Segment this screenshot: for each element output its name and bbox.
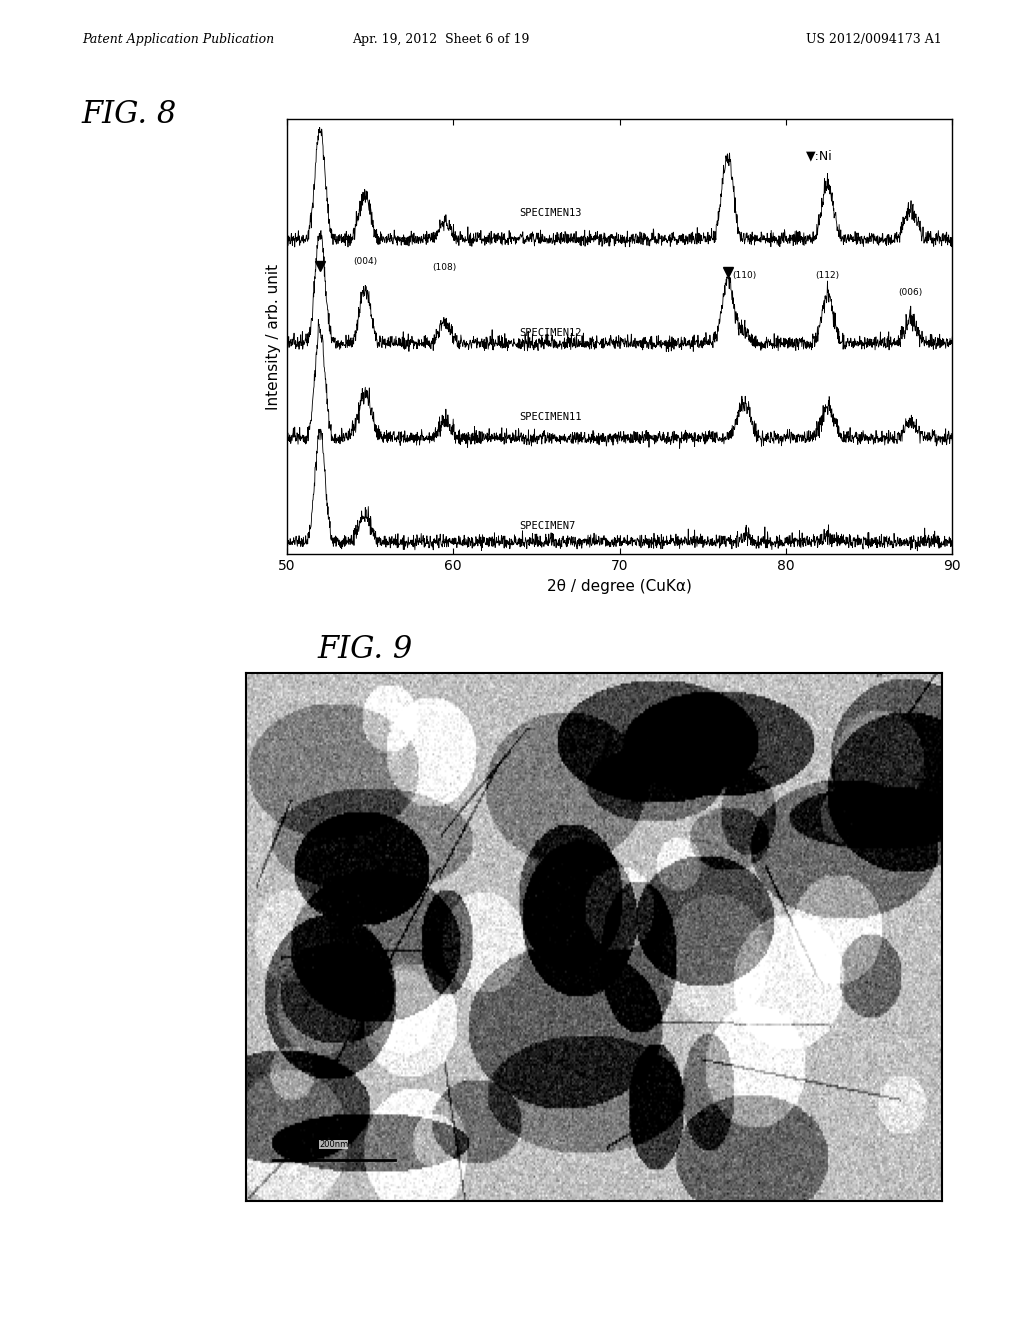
Text: SPECIMEN11: SPECIMEN11 — [520, 412, 583, 422]
Text: US 2012/0094173 A1: US 2012/0094173 A1 — [806, 33, 942, 46]
Y-axis label: Intensity / arb. unit: Intensity / arb. unit — [266, 264, 282, 409]
Text: 200nm: 200nm — [319, 1140, 348, 1150]
Text: (006): (006) — [899, 288, 923, 297]
Text: SPECIMEN7: SPECIMEN7 — [520, 520, 575, 531]
Text: ▼:Ni: ▼:Ni — [806, 149, 833, 162]
Text: (110): (110) — [732, 271, 757, 280]
Text: SPECIMEN13: SPECIMEN13 — [520, 209, 583, 218]
X-axis label: 2θ / degree (CuKα): 2θ / degree (CuKα) — [547, 578, 692, 594]
Text: FIG. 8: FIG. 8 — [82, 99, 177, 129]
Text: Apr. 19, 2012  Sheet 6 of 19: Apr. 19, 2012 Sheet 6 of 19 — [351, 33, 529, 46]
Text: SPECIMEN12: SPECIMEN12 — [520, 329, 583, 338]
Text: (112): (112) — [815, 271, 840, 280]
Text: (004): (004) — [353, 256, 377, 265]
Text: (108): (108) — [433, 263, 457, 272]
Text: FIG. 9: FIG. 9 — [317, 634, 413, 664]
Text: Patent Application Publication: Patent Application Publication — [82, 33, 274, 46]
